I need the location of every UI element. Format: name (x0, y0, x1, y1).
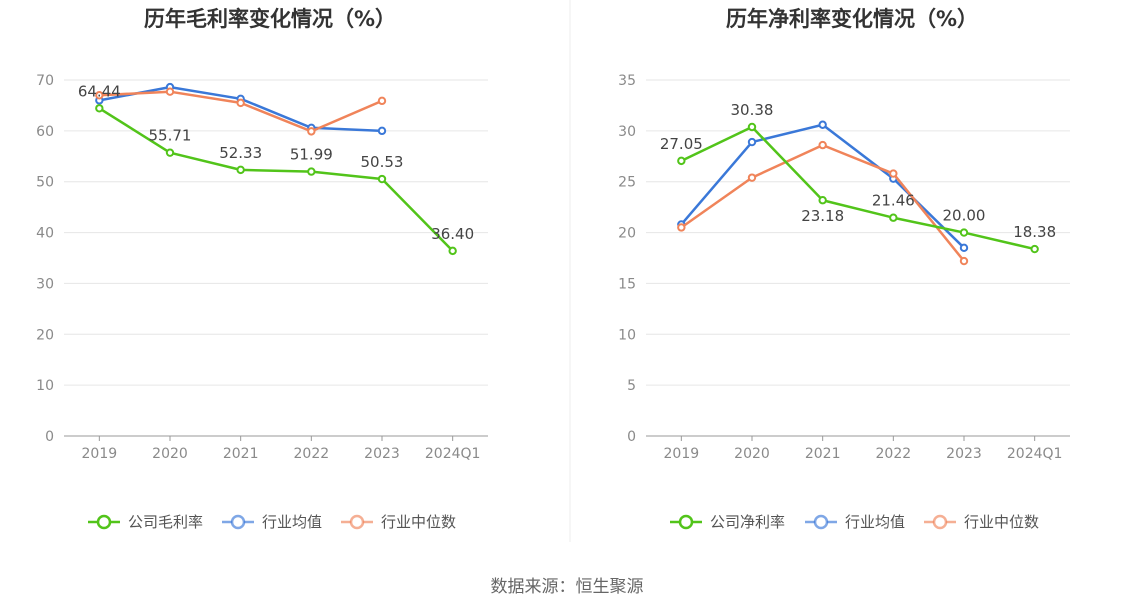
x-tick-label: 2019 (664, 446, 700, 462)
y-tick-label: 15 (618, 276, 636, 292)
legend-marker (813, 514, 829, 530)
data-point-company (448, 246, 457, 256)
x-tick-label: 2021 (805, 446, 841, 462)
data-point-company (818, 196, 827, 205)
y-tick-label: 25 (618, 175, 636, 191)
series-line-company (680, 125, 1035, 251)
data-point-avg (377, 126, 387, 136)
data-point-company (307, 167, 316, 176)
legend-label: 行业中位数 (964, 513, 1039, 531)
legend-marker (932, 514, 948, 530)
legend-item-avg[interactable]: 行业均值 (805, 513, 905, 531)
data-point-median (747, 173, 757, 182)
legend-item-company[interactable]: 公司毛利率 (88, 513, 203, 531)
y-tick-label: 0 (627, 429, 636, 445)
y-tick-label: 60 (36, 124, 54, 140)
data-point-company (747, 122, 757, 132)
data-point-median (307, 127, 316, 136)
legend-label: 行业均值 (262, 513, 322, 531)
y-tick-label: 10 (36, 378, 54, 394)
data-label: 50.53 (361, 153, 404, 171)
data-point-median (95, 91, 104, 100)
y-tick-label: 0 (45, 429, 54, 445)
y-tick-label: 50 (36, 175, 54, 191)
data-point-company (95, 104, 104, 113)
data-label: 55.71 (149, 127, 192, 145)
data-label: 20.00 (943, 207, 986, 225)
data-point-median (677, 223, 686, 232)
data-point-median (236, 98, 245, 108)
legend-marker (349, 514, 365, 530)
data-point-median (377, 96, 387, 106)
data-label: 30.38 (731, 101, 774, 119)
data-point-median (889, 169, 898, 178)
x-tick-label: 2019 (82, 446, 118, 462)
data-point-median (165, 87, 175, 96)
legend-marker (96, 514, 112, 530)
x-tick-label: 2024Q1 (425, 446, 481, 462)
y-tick-label: 20 (618, 226, 636, 242)
chart-title: 历年净利率变化情况（%） (726, 7, 978, 31)
data-label: 18.38 (1013, 223, 1056, 241)
legend-item-avg[interactable]: 行业均值 (222, 513, 322, 531)
data-point-company (889, 213, 898, 222)
series-line-company (98, 107, 454, 252)
legend-item-median[interactable]: 行业中位数 (924, 513, 1039, 531)
y-tick-label: 40 (36, 226, 54, 242)
y-tick-label: 30 (618, 124, 636, 140)
y-tick-label: 35 (618, 73, 636, 89)
legend-item-company[interactable]: 公司净利率 (670, 513, 785, 531)
data-point-company (377, 174, 387, 184)
data-point-company (677, 156, 686, 166)
y-tick-label: 70 (36, 73, 54, 89)
data-point-avg (818, 120, 827, 129)
y-tick-label: 30 (36, 276, 54, 292)
legend-item-median[interactable]: 行业中位数 (341, 513, 456, 531)
source-text: 数据来源：恒生聚源 (491, 577, 644, 597)
x-tick-label: 2023 (364, 446, 400, 462)
y-tick-label: 20 (36, 327, 54, 343)
data-label: 36.40 (431, 225, 474, 243)
data-label: 21.46 (872, 192, 915, 210)
legend-label: 公司净利率 (710, 513, 785, 531)
data-point-company (236, 165, 245, 175)
data-label: 27.05 (660, 135, 703, 153)
x-tick-label: 2020 (734, 446, 770, 462)
chart-title: 历年毛利率变化情况（%） (144, 7, 396, 31)
chart-2: 历年净利率变化情况（%） 0 5 10 15 20 25 30 35 2019 2020 2021 20… (618, 7, 1070, 531)
data-point-avg (959, 243, 969, 253)
legend-marker (678, 514, 694, 530)
legend-label: 公司毛利率 (128, 513, 203, 531)
data-label: 64.44 (78, 82, 121, 100)
data-point-company (165, 148, 175, 157)
chart-1: 历年毛利率变化情况（%） 0 10 20 30 40 50 60 70 2019 2020 2021 2… (36, 7, 488, 531)
data-point-avg (747, 137, 757, 147)
data-point-company (1030, 244, 1039, 254)
y-tick-label: 10 (618, 327, 636, 343)
data-point-median (818, 140, 827, 150)
data-label: 23.18 (801, 207, 844, 225)
x-tick-label: 2023 (946, 446, 982, 462)
x-tick-label: 2022 (876, 446, 912, 462)
data-point-median (959, 256, 969, 266)
y-tick-label: 5 (627, 378, 636, 394)
data-label: 52.33 (219, 144, 262, 162)
data-label: 51.99 (290, 146, 333, 164)
x-tick-label: 2024Q1 (1007, 446, 1063, 462)
data-point-company (959, 228, 969, 237)
x-tick-label: 2021 (223, 446, 259, 462)
legend-label: 行业均值 (845, 513, 905, 531)
x-tick-label: 2022 (294, 446, 330, 462)
legend-marker (230, 514, 246, 530)
x-tick-label: 2020 (152, 446, 188, 462)
legend-label: 行业中位数 (381, 513, 456, 531)
